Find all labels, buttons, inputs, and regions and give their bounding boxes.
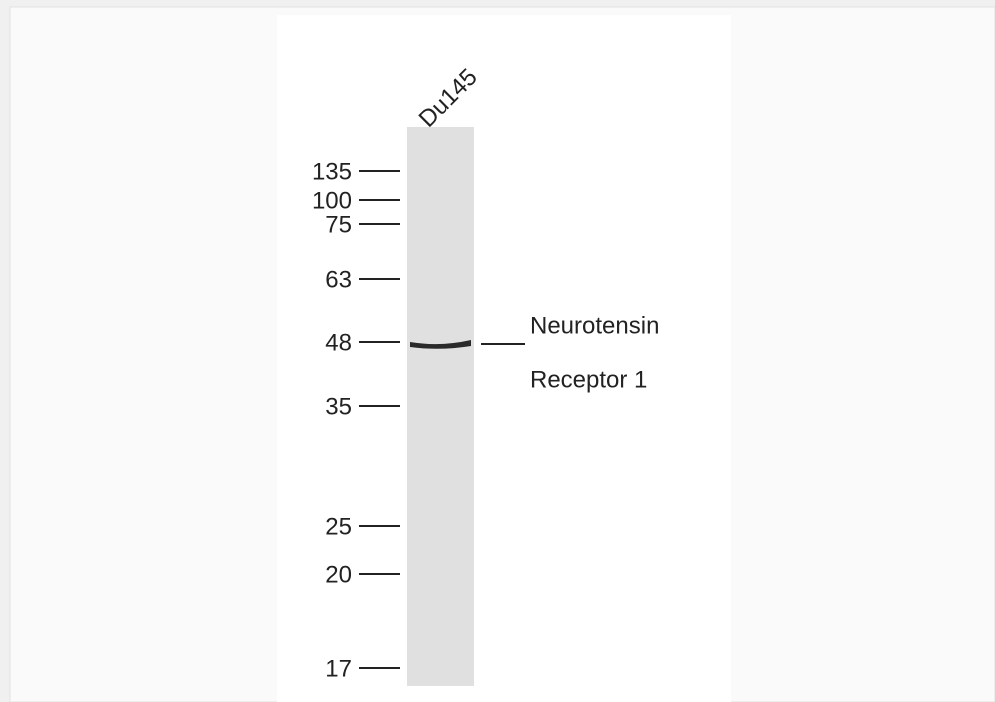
band-label: Receptor 1 bbox=[530, 366, 647, 393]
marker-label: 63 bbox=[325, 266, 352, 293]
marker-label: 17 bbox=[325, 655, 352, 682]
marker-label: 35 bbox=[325, 393, 352, 420]
marker-label: 25 bbox=[325, 513, 352, 540]
marker-label: 48 bbox=[325, 329, 352, 356]
marker-label: 20 bbox=[325, 561, 352, 588]
lane bbox=[407, 127, 474, 686]
marker-label: 100 bbox=[312, 187, 352, 214]
band-label: Neurotensin bbox=[530, 312, 659, 339]
page: Neurotensin Receptor 1 Du145 13510075634… bbox=[0, 0, 995, 702]
blot-panel bbox=[277, 15, 731, 702]
marker-label: 135 bbox=[312, 158, 352, 185]
marker-label: 75 bbox=[325, 211, 352, 238]
figure: Neurotensin Receptor 1 Du145 13510075634… bbox=[0, 0, 995, 702]
